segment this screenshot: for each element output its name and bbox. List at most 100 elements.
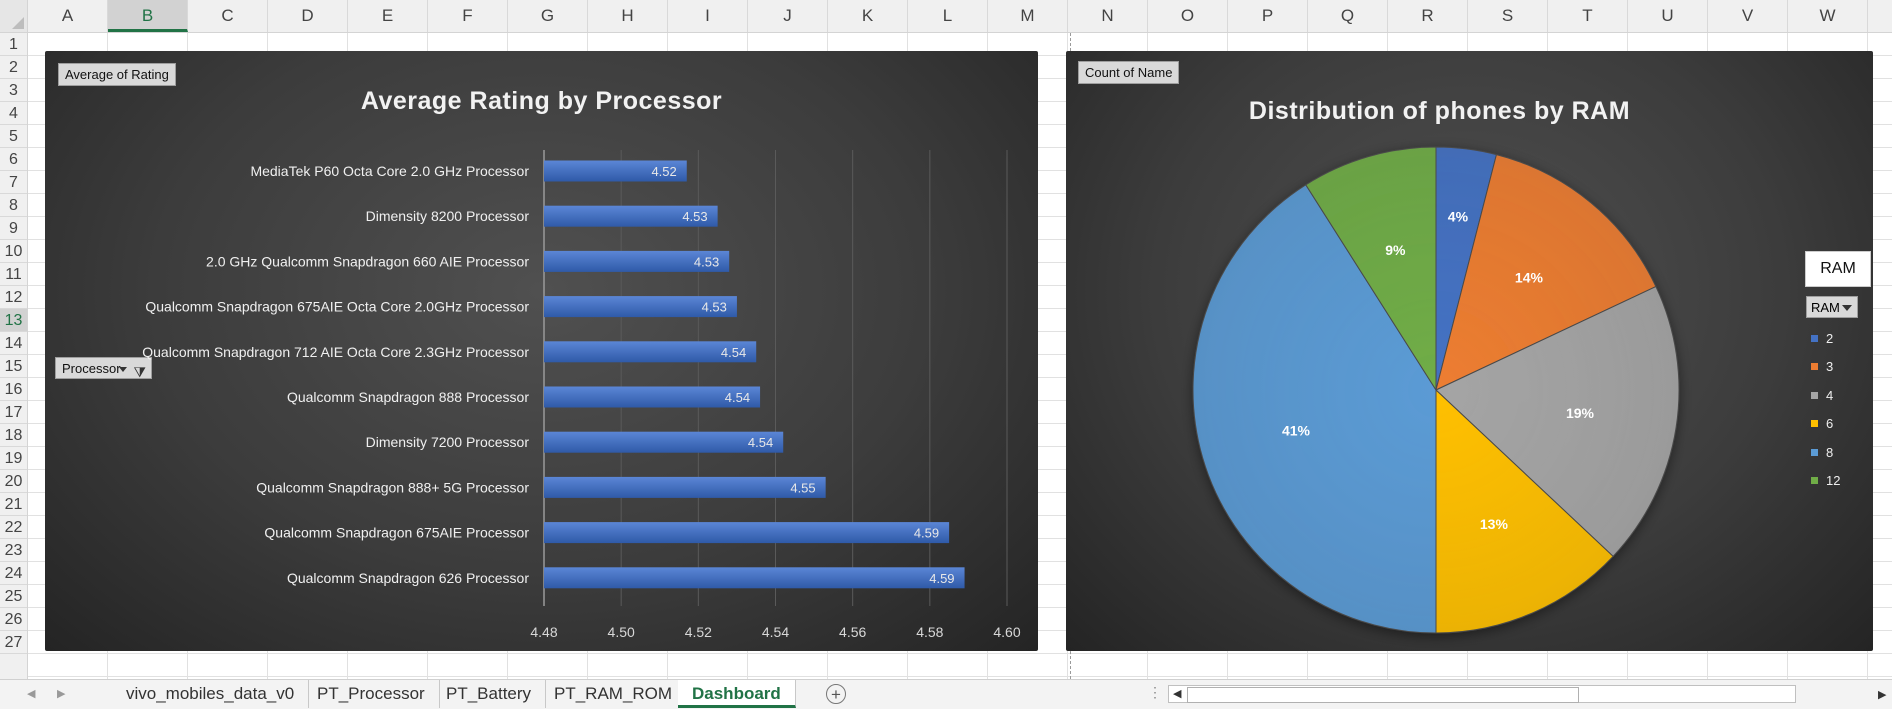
- column-header-w[interactable]: W: [1788, 0, 1868, 32]
- column-header-k[interactable]: K: [828, 0, 908, 32]
- bar: [544, 567, 965, 589]
- sheet-tab-pt-battery[interactable]: PT_Battery: [432, 680, 547, 708]
- column-header-s[interactable]: S: [1468, 0, 1548, 32]
- legend-label: 3: [1826, 359, 1834, 375]
- row-header-14[interactable]: 14: [0, 332, 27, 355]
- column-header-e[interactable]: E: [348, 0, 428, 32]
- column-header-c[interactable]: C: [188, 0, 268, 32]
- column-header-a[interactable]: A: [28, 0, 108, 32]
- row-header-13[interactable]: 13: [0, 309, 27, 332]
- dropdown-arrow-icon: [119, 367, 127, 372]
- bar-tick-label: 4.48: [530, 624, 557, 640]
- column-header-g[interactable]: G: [508, 0, 588, 32]
- row-header-15[interactable]: 15: [0, 355, 27, 378]
- row-header-26[interactable]: 26: [0, 608, 27, 631]
- column-header-t[interactable]: T: [1548, 0, 1628, 32]
- row-header-4[interactable]: 4: [0, 102, 27, 125]
- legend-item: 2: [1811, 324, 1840, 353]
- row-header-20[interactable]: 20: [0, 470, 27, 493]
- pie-slice-ram-4: [1435, 285, 1680, 558]
- bar-chart[interactable]: Average of Rating Average Rating by Proc…: [45, 51, 1038, 651]
- bar: [544, 431, 784, 453]
- row-header-7[interactable]: 7: [0, 171, 27, 194]
- bar-category-label: Qualcomm Snapdragon 675AIE Octa Core 2.0…: [145, 299, 529, 315]
- scroll-tabs-right-icon[interactable]: ▶: [57, 688, 66, 700]
- bar-tick-label: 4.50: [608, 624, 635, 640]
- column-header-p[interactable]: P: [1228, 0, 1308, 32]
- column-header-d[interactable]: D: [268, 0, 348, 32]
- horizontal-scrollbar[interactable]: ◀: [1168, 685, 1796, 703]
- column-header-n[interactable]: N: [1068, 0, 1148, 32]
- row-header-27[interactable]: 27: [0, 631, 27, 654]
- legend-swatch: [1811, 477, 1818, 485]
- column-header-l[interactable]: L: [908, 0, 988, 32]
- row-header-19[interactable]: 19: [0, 447, 27, 470]
- scroll-tabs-left-icon[interactable]: ◀: [27, 688, 36, 700]
- row-header-11[interactable]: 11: [0, 263, 27, 286]
- bar-category-label: Qualcomm Snapdragon 888+ 5G Processor: [256, 479, 529, 495]
- pie-slice-ram-3: [1435, 154, 1657, 391]
- bar-data-label: 4.54: [748, 435, 773, 450]
- column-header-v[interactable]: V: [1708, 0, 1788, 32]
- sheet-tab-pt-ram-rom[interactable]: PT_RAM_ROM: [540, 680, 688, 708]
- bar-data-label: 4.54: [725, 390, 750, 405]
- row-header-24[interactable]: 24: [0, 562, 27, 585]
- scroll-right-icon[interactable]: ▶: [1878, 689, 1887, 701]
- bar-data-label: 4.55: [790, 480, 815, 495]
- sheet-tab-dashboard[interactable]: Dashboard: [678, 680, 796, 708]
- legend-label: 4: [1826, 387, 1834, 403]
- row-header-3[interactable]: 3: [0, 79, 27, 102]
- count-of-name-field-button[interactable]: Count of Name: [1078, 61, 1180, 84]
- pie-chart[interactable]: Count of Name Distribution of phones by …: [1066, 51, 1873, 651]
- legend-swatch: [1811, 420, 1818, 428]
- sheet-tab-vivo-mobiles-data-v0[interactable]: vivo_mobiles_data_v0: [112, 680, 310, 708]
- row-header-25[interactable]: 25: [0, 585, 27, 608]
- legend-swatch: [1811, 448, 1818, 456]
- row-header-23[interactable]: 23: [0, 539, 27, 562]
- bar-tick-label: 4.52: [685, 624, 712, 640]
- row-header-18[interactable]: 18: [0, 424, 27, 447]
- bar: [544, 296, 737, 318]
- processor-filter-button[interactable]: Processor ⧩: [55, 357, 152, 380]
- bar-category-label: Dimensity 7200 Processor: [366, 434, 530, 450]
- row-header-5[interactable]: 5: [0, 125, 27, 148]
- column-header-b[interactable]: B: [108, 0, 188, 32]
- row-header-10[interactable]: 10: [0, 240, 27, 263]
- legend-label: 8: [1826, 444, 1834, 460]
- row-header-12[interactable]: 12: [0, 286, 27, 309]
- column-header-i[interactable]: I: [668, 0, 748, 32]
- column-header-j[interactable]: J: [748, 0, 828, 32]
- more-options-icon[interactable]: ⋮: [1148, 684, 1162, 700]
- row-header-16[interactable]: 16: [0, 378, 27, 401]
- average-of-rating-field-button[interactable]: Average of Rating: [58, 63, 176, 86]
- pie-slice-ram-6: [1435, 388, 1614, 634]
- row-header-17[interactable]: 17: [0, 401, 27, 424]
- row-header-1[interactable]: 1: [0, 33, 27, 56]
- row-header-8[interactable]: 8: [0, 194, 27, 217]
- column-header-h[interactable]: H: [588, 0, 668, 32]
- bar-category-label: MediaTek P60 Octa Core 2.0 GHz Processor: [250, 163, 529, 179]
- ram-legend-filter-button[interactable]: RAM: [1806, 296, 1858, 318]
- column-header-m[interactable]: M: [988, 0, 1068, 32]
- column-header-r[interactable]: R: [1388, 0, 1468, 32]
- row-header-22[interactable]: 22: [0, 516, 27, 539]
- bar-category-label: Dimensity 8200 Processor: [366, 208, 530, 224]
- row-header-2[interactable]: 2: [0, 56, 27, 79]
- pie-chart-title: Distribution of phones by RAM: [1248, 97, 1631, 125]
- column-header-f[interactable]: F: [428, 0, 508, 32]
- select-all-corner[interactable]: [0, 0, 28, 33]
- row-header-6[interactable]: 6: [0, 148, 27, 171]
- legend-item: 4: [1811, 381, 1840, 410]
- pie-slice-ram-8: [1192, 184, 1437, 634]
- sheet-tab-pt-processor[interactable]: PT_Processor: [303, 680, 440, 708]
- bar-data-label: 4.53: [702, 300, 727, 315]
- column-header-q[interactable]: Q: [1308, 0, 1388, 32]
- column-header-u[interactable]: U: [1628, 0, 1708, 32]
- row-header-21[interactable]: 21: [0, 493, 27, 516]
- add-sheet-button[interactable]: +: [826, 684, 846, 704]
- scroll-left-icon[interactable]: ◀: [1173, 688, 1182, 700]
- scrollbar-thumb[interactable]: [1187, 687, 1579, 703]
- pie-data-label: 41%: [1282, 423, 1311, 439]
- row-header-9[interactable]: 9: [0, 217, 27, 240]
- column-header-o[interactable]: O: [1148, 0, 1228, 32]
